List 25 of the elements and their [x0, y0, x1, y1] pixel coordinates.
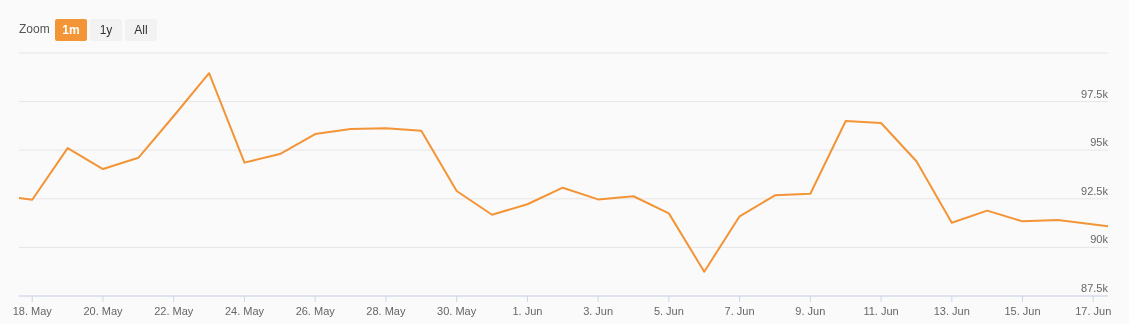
x-tick-label: 13. Jun	[933, 305, 970, 317]
x-tick-label: 18. May	[12, 305, 53, 317]
text: Zoom	[19, 22, 50, 36]
y-tick-label: 97.5k	[1081, 87, 1109, 100]
x-tick-label: 3. Jun	[583, 305, 614, 317]
range-button: 1y	[90, 19, 122, 41]
x-tick-label: 24. May	[224, 305, 265, 317]
x-tick-label: 15. Jun	[1004, 305, 1041, 317]
x-tick-label: 5. Jun	[653, 305, 684, 317]
y-tick-label: 92.5k	[1081, 184, 1109, 197]
x-tick-label: 7. Jun	[724, 305, 755, 317]
x-tick-label: 9. Jun	[795, 305, 826, 317]
x-tick-label: 20. May	[83, 305, 124, 317]
x-tick-label: 28. May	[366, 305, 406, 317]
range-button: All	[125, 19, 157, 41]
x-tick-label: 22. May	[154, 305, 194, 317]
y-tick-label: 95k	[1090, 136, 1109, 149]
x-tick-label: 17. Jun	[1075, 305, 1112, 317]
x-tick-label: 26. May	[295, 305, 336, 317]
range-button: 1m	[55, 19, 87, 41]
y-tick-label: 87.5k	[1081, 282, 1109, 294]
x-tick-label: 11. Jun	[863, 305, 899, 317]
y-tick-label: 90k	[1090, 233, 1109, 246]
x-tick-label: 30. May	[437, 305, 477, 317]
x-tick-label: 1. Jun	[512, 305, 543, 317]
